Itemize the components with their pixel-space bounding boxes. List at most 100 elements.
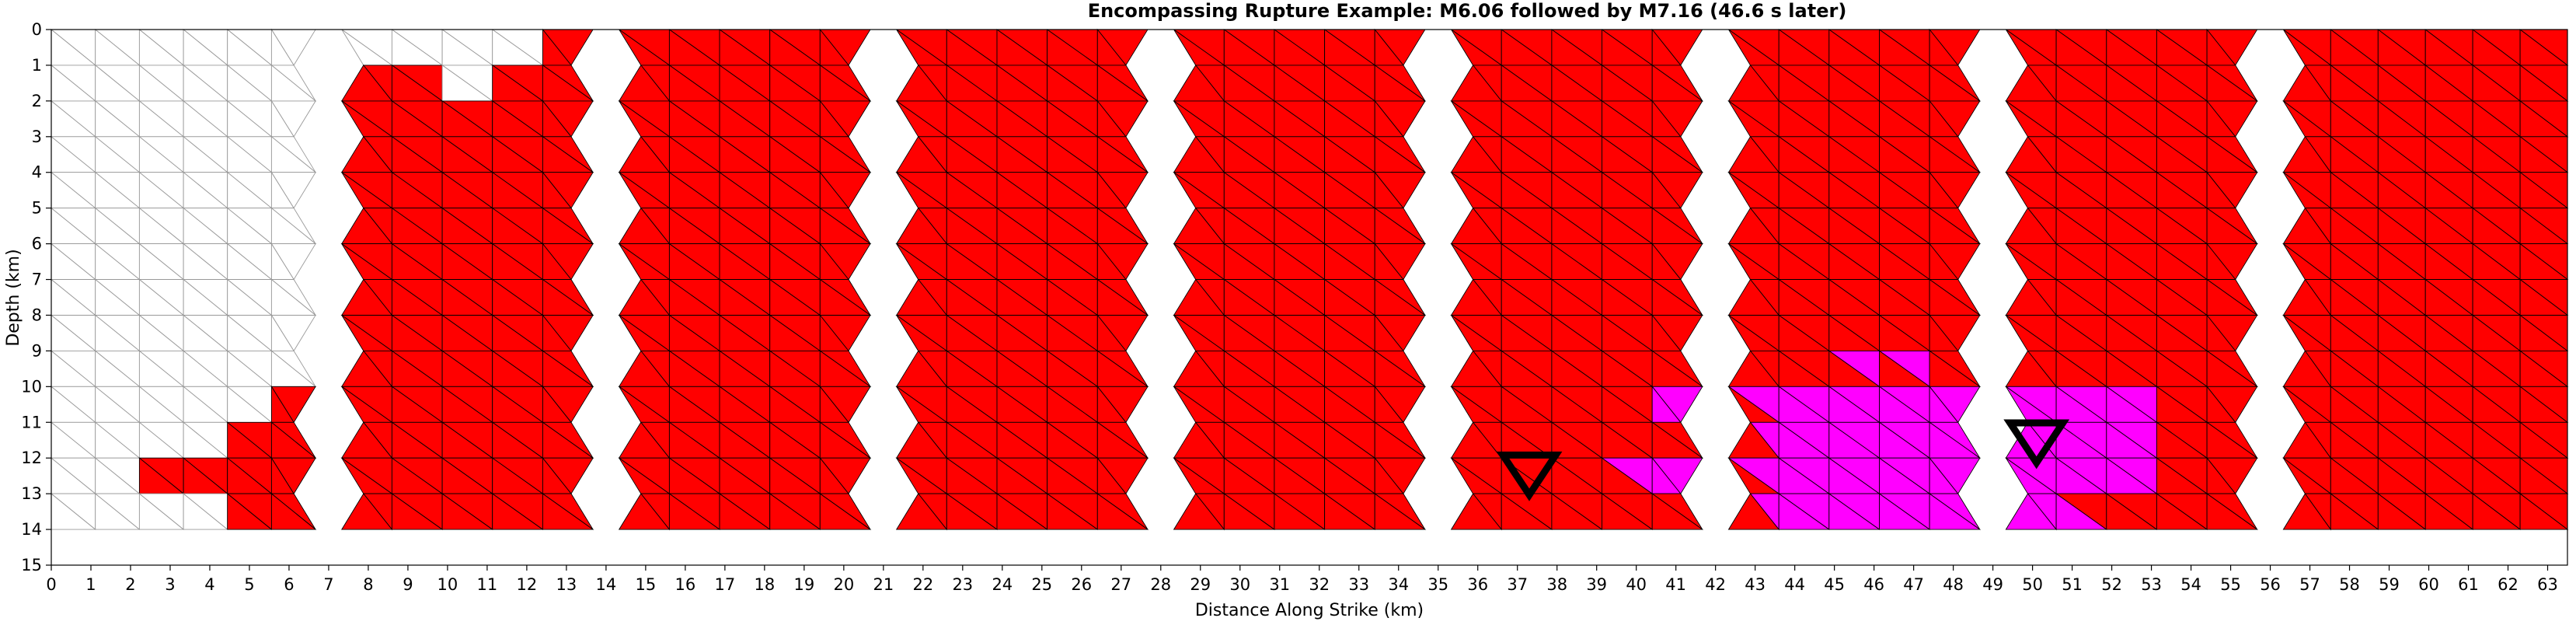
y-tick-label: 5 [32,199,42,218]
x-tick-label: 11 [477,575,498,594]
x-tick-label: 0 [46,575,56,594]
y-tick-label: 1 [32,56,42,75]
fault-section [340,28,594,531]
mesh-triangle [668,493,721,530]
mesh-triangle [819,493,872,530]
x-tick-label: 63 [2537,575,2558,594]
x-tick-label: 39 [1586,575,1607,594]
x-tick-label: 37 [1507,575,1528,594]
x-tick-label: 44 [1784,575,1805,594]
x-tick-label: 55 [2220,575,2241,594]
x-tick-label: 12 [517,575,538,594]
x-tick-label: 60 [2418,575,2439,594]
mesh-triangle [2206,493,2259,530]
x-tick-label: 40 [1626,575,1647,594]
x-tick-label: 31 [1269,575,1290,594]
chart-title: Encompassing Rupture Example: M6.06 foll… [1088,0,1847,22]
y-tick-label: 6 [32,235,42,253]
x-tick-label: 58 [2339,575,2360,594]
mesh-triangle [2330,493,2379,530]
x-tick-label: 25 [1031,575,1052,594]
x-axis: 0 1 2 3 4 5 6 7 8 9 10 11 12 13 14 15 16 17 18 19 20 21 22 23 24… [46,565,2558,594]
mesh-triangle [270,493,317,530]
mesh-triangle [2472,493,2522,530]
mesh-triangle [1879,493,1931,530]
y-tick-label: 9 [32,341,42,360]
mesh-triangle [769,493,821,530]
fault-section [2004,28,2259,531]
x-tick-label: 14 [596,575,617,594]
x-tick-label: 6 [284,575,294,594]
fault-section [50,28,317,531]
mesh-triangle [2424,493,2474,530]
x-tick-label: 22 [912,575,933,594]
mesh-triangle [1047,493,1099,530]
x-tick-label: 3 [165,575,175,594]
x-tick-label: 2 [125,575,135,594]
x-tick-label: 27 [1110,575,1131,594]
x-tick-label: 47 [1903,575,1924,594]
x-tick-label: 21 [873,575,894,594]
mesh-triangle [95,493,141,530]
y-tick-label: 2 [32,92,42,110]
x-tick-label: 9 [403,575,413,594]
mesh-triangle [946,493,999,530]
x-tick-label: 45 [1824,575,1845,594]
mesh-triangle [138,493,185,530]
y-tick-label: 11 [21,413,42,431]
y-tick-label: 0 [32,20,42,39]
mesh-triangle [1173,493,1225,530]
x-tick-label: 46 [1863,575,1884,594]
x-tick-label: 59 [2379,575,2400,594]
x-tick-label: 52 [2101,575,2122,594]
y-tick-label: 12 [21,449,42,467]
plot-frame [51,29,2568,566]
y-tick-label: 8 [32,306,42,324]
x-axis-label: Distance Along Strike (km) [1195,601,1424,620]
mesh-triangle [2005,493,2058,530]
x-tick-label: 17 [714,575,735,594]
y-tick-label: 14 [21,520,42,539]
mesh-triangle [1274,493,1326,530]
mesh-triangle [227,493,273,530]
x-tick-label: 34 [1388,575,1409,594]
mesh-triangle [391,493,444,530]
y-tick-label: 13 [21,484,42,503]
x-tick-label: 20 [833,575,854,594]
x-tick-label: 42 [1705,575,1726,594]
x-tick-label: 35 [1427,575,1448,594]
x-tick-label: 49 [1982,575,2003,594]
x-tick-label: 5 [244,575,254,594]
mesh-triangle [1223,493,1276,530]
x-tick-label: 26 [1071,575,1092,594]
y-tick-label: 10 [21,377,42,396]
x-tick-label: 29 [1190,575,1211,594]
mesh-triangle [1651,493,1704,530]
x-tick-label: 61 [2458,575,2479,594]
x-tick-label: 1 [85,575,96,594]
mesh-triangle [1450,493,1503,530]
y-tick-label: 3 [32,127,42,146]
x-tick-label: 32 [1309,575,1330,594]
y-tick-label: 15 [21,556,42,574]
fault-section [618,28,872,531]
mesh-triangle [996,493,1049,530]
hypocenter-marker [2003,419,2070,470]
x-tick-label: 4 [204,575,214,594]
mesh-layer [50,28,2569,531]
mesh-triangle [1374,493,1427,530]
mesh-triangle [2156,493,2208,530]
x-tick-label: 38 [1546,575,1567,594]
mesh-triangle [2519,493,2569,530]
mesh-triangle [1324,493,1376,530]
mesh-triangle [2106,493,2158,530]
x-tick-label: 15 [636,575,657,594]
x-tick-label: 53 [2141,575,2162,594]
mesh-triangle [2055,493,2108,530]
fault-section [2282,29,2569,531]
x-tick-label: 43 [1745,575,1766,594]
x-tick-label: 33 [1348,575,1369,594]
